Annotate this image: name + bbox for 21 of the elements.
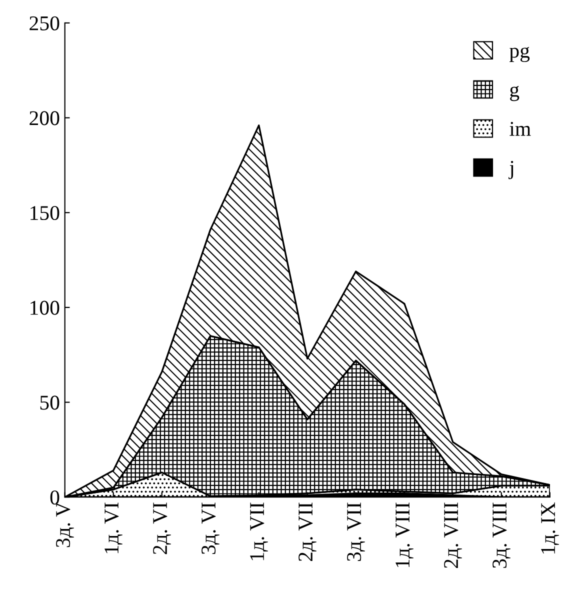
x-tick-label: 1д. VII <box>250 502 268 560</box>
y-tick-label: 250 <box>30 16 60 30</box>
x-tick-label: 3д. VII <box>347 502 365 561</box>
legend-label: pg <box>509 46 530 62</box>
legend-label: g <box>510 86 520 102</box>
x-tick-label: 1д. VIII <box>396 502 414 568</box>
y-tick-label: 150 <box>30 206 60 220</box>
y-tick-label: 50 <box>40 396 60 410</box>
x-tick-label: 2д. VIII <box>444 502 462 568</box>
legend-label: j <box>508 160 514 180</box>
x-tick-label: 1д. IX <box>541 502 559 554</box>
x-tick-label: 2д. VI <box>153 502 171 554</box>
legend-label: im <box>510 122 531 136</box>
x-tick-label: 3д. VIII <box>492 502 510 568</box>
y-tick-label: 0 <box>50 490 60 505</box>
y-tick-label: 100 <box>30 300 60 315</box>
y-tick-label: 200 <box>30 111 60 126</box>
x-tick-label: 3д. VI <box>202 502 220 554</box>
x-tick-label: 2д. VII <box>298 502 316 562</box>
x-tick-label: 1д. VI <box>104 502 122 554</box>
x-tick-label: 3д. V <box>56 502 74 548</box>
